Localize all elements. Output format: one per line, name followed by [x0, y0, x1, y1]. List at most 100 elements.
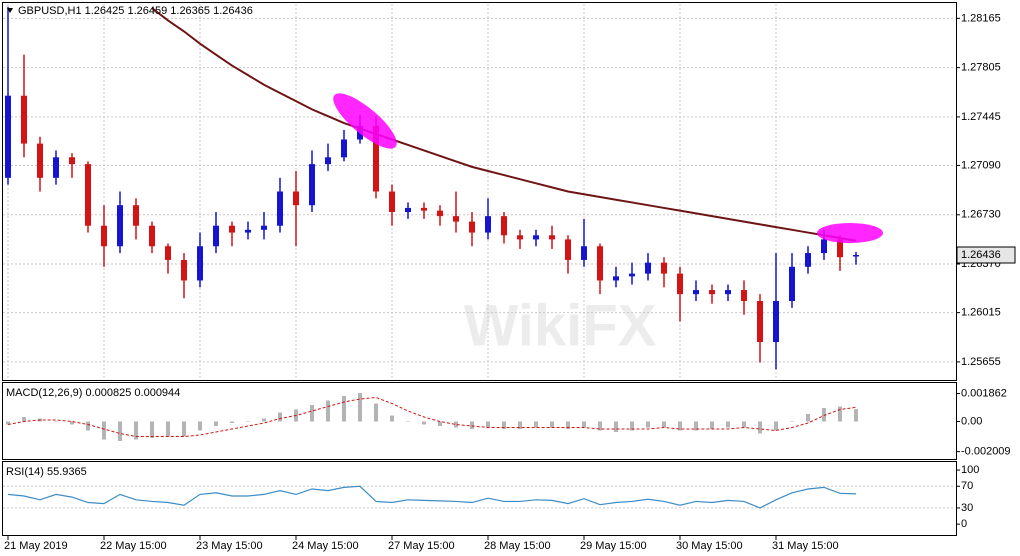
candle-body: [133, 205, 139, 226]
candle-body: [421, 207, 427, 211]
y-tick-label: 0.00: [961, 415, 982, 427]
macd-bar: [710, 421, 714, 429]
candle-body: [485, 216, 491, 233]
macd-bar: [566, 421, 570, 429]
macd-pane-frame: [2, 382, 957, 460]
macd-bar: [534, 421, 538, 428]
x-tick-label: 31 May 15:00: [772, 540, 839, 552]
rsi-line: [7, 485, 857, 509]
title-arrow: [7, 8, 13, 13]
macd-bar: [598, 421, 602, 431]
y-tick-label: 0: [961, 518, 967, 530]
candle-body: [677, 273, 683, 295]
macd-bar: [518, 421, 522, 429]
plot-layer: 1.281651.278051.274451.270901.267301.263…: [3, 4, 1016, 552]
candle-body: [53, 157, 59, 178]
y-tick-label: 1.27805: [961, 62, 1001, 74]
y-tick-label: 1.27090: [961, 159, 1001, 171]
macd-bar: [118, 421, 122, 441]
main-title: GBPUSD,H1 1.26425 1.26459 1.26365 1.2643…: [18, 5, 253, 17]
candle-body: [197, 246, 203, 281]
macd-bar: [470, 421, 474, 429]
candle-body: [453, 216, 459, 222]
candle-body: [373, 125, 379, 192]
y-tick-label: 1.25655: [961, 356, 1001, 368]
macd-bar: [550, 421, 554, 428]
candle-body: [709, 290, 715, 295]
rsi-title: RSI(14) 55.9365: [6, 466, 87, 478]
x-tick-label: 23 May 15:00: [196, 540, 263, 552]
candle-body: [149, 225, 155, 247]
macd-bar: [582, 421, 586, 428]
candle-body: [389, 191, 395, 213]
macd-bar: [102, 421, 106, 440]
candle-body: [229, 225, 235, 233]
candle-body: [69, 157, 75, 165]
candle-body: [837, 239, 843, 258]
candle-body: [5, 95, 11, 178]
macd-bar: [54, 421, 58, 422]
macd-bar: [422, 421, 426, 425]
macd-bar: [454, 421, 458, 428]
macd-bar: [230, 421, 234, 423]
candle-body: [533, 235, 539, 240]
candle-body: [645, 262, 651, 274]
x-tick-label: 29 May 15:00: [580, 540, 647, 552]
y-tick-label: 0.001862: [961, 387, 1007, 399]
candle-body: [405, 207, 411, 213]
macd-bar: [214, 421, 218, 426]
candle-body: [101, 225, 107, 247]
candle-body: [773, 300, 779, 343]
y-tick-label: 70: [961, 480, 973, 492]
candle-body: [117, 205, 123, 247]
macd-bar: [86, 421, 90, 431]
y-tick-label: 1.26015: [961, 307, 1001, 319]
macd-bar: [726, 421, 730, 428]
candle-body: [853, 255, 859, 257]
macd-bar: [150, 421, 154, 438]
candle-body: [165, 246, 171, 260]
highlight-ellipse: [333, 93, 397, 149]
x-tick-label: 27 May 15:00: [388, 540, 455, 552]
macd-bar: [326, 400, 330, 422]
candle-body: [325, 157, 331, 165]
candle-body: [293, 191, 299, 206]
macd-bar: [742, 421, 746, 428]
x-tick-label: 28 May 15:00: [484, 540, 551, 552]
y-tick-label: 1.26730: [961, 209, 1001, 221]
candle-body: [757, 300, 763, 343]
candle-body: [309, 164, 315, 206]
main-pane-frame: [2, 2, 957, 381]
candle-body: [181, 259, 187, 281]
candle-body: [245, 229, 251, 233]
candle-body: [469, 221, 475, 233]
macd-bar: [854, 409, 858, 422]
candle-body: [661, 262, 667, 274]
macd-bar: [278, 412, 282, 422]
candle-body: [213, 225, 219, 247]
candle-body: [725, 290, 731, 295]
macd-bar: [406, 421, 410, 422]
x-tick-label: 24 May 15:00: [292, 540, 359, 552]
watermark-layer: WikiFX: [464, 293, 657, 358]
candle-body: [821, 239, 827, 254]
macd-bar: [646, 421, 650, 428]
candle-body: [437, 210, 443, 217]
candle-body: [789, 266, 795, 301]
macd-bar: [486, 421, 490, 428]
macd-bar: [374, 403, 378, 422]
candle-body: [629, 273, 635, 277]
macd-bar: [662, 421, 666, 428]
macd-bar: [614, 421, 618, 432]
moving-average: [151, 7, 857, 242]
candle-body: [613, 276, 619, 281]
macd-bar: [134, 421, 138, 440]
macd-bar: [630, 421, 634, 431]
candle-body: [501, 216, 507, 236]
candle-body: [565, 239, 571, 260]
candle-body: [549, 235, 555, 240]
y-tick-label: 1.27445: [961, 111, 1001, 123]
